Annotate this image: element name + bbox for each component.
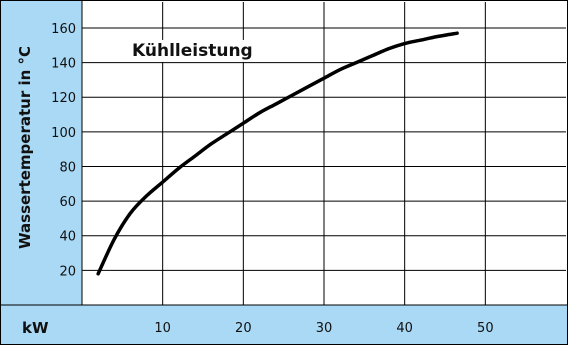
- y-axis-title: Wassertemperatur in °C: [16, 46, 34, 249]
- y-tick-label: 120: [51, 91, 76, 106]
- y-tick-label: 80: [59, 160, 76, 175]
- y-tick-label: 20: [59, 264, 76, 279]
- x-tick-label: 40: [396, 321, 413, 336]
- x-tick-label: 30: [316, 321, 333, 336]
- y-axis-band: [0, 0, 82, 305]
- annotation-label: Kühlleistung: [132, 41, 253, 61]
- x-axis-title: kW: [22, 319, 49, 337]
- annotation-background: [128, 39, 261, 62]
- x-tick-labels: 10 20 30 40 50: [154, 321, 493, 336]
- y-tick-label: 140: [51, 57, 76, 72]
- y-tick-label: 60: [59, 195, 76, 210]
- grid: [0, 0, 568, 306]
- y-tick-label: 40: [59, 230, 76, 245]
- series-line: [96, 31, 459, 276]
- x-tick-label: 10: [154, 321, 171, 336]
- y-tick-label: 100: [51, 126, 76, 141]
- y-tick-label: 160: [51, 22, 76, 37]
- x-tick-label: 50: [477, 321, 494, 336]
- y-tick-labels: 20 40 60 80 100 120 140 160: [51, 22, 76, 279]
- x-axis-band: [0, 305, 568, 345]
- x-tick-label: 20: [235, 321, 252, 336]
